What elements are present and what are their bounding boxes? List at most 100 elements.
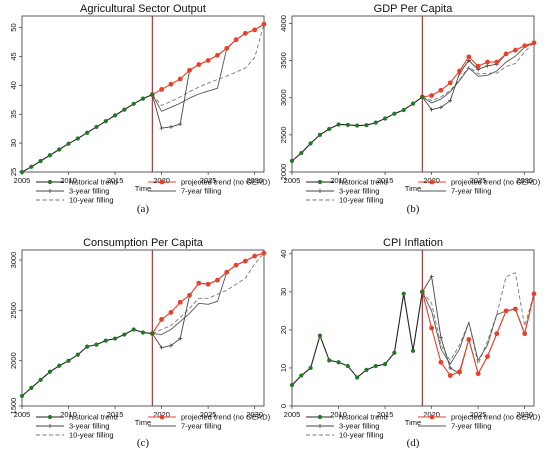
legend-label: 10-year filling	[339, 431, 384, 440]
legend-label: projected trend (no GERD)	[181, 178, 271, 187]
point-s1-5	[466, 54, 472, 60]
panel-caption: (b)	[407, 203, 420, 215]
point-s0-11	[122, 107, 127, 112]
point-s2-2	[438, 335, 443, 340]
legend-label: historical trend	[69, 413, 118, 422]
point-s0-14	[150, 92, 155, 97]
x-tick-label: 2025	[200, 410, 217, 419]
point-s0-11	[392, 350, 397, 355]
point-s1-8	[224, 269, 230, 275]
point-s0-9	[373, 120, 378, 125]
point-s0-7	[355, 375, 360, 380]
x-tick-label: 2015	[377, 176, 394, 185]
point-s0-1	[29, 385, 34, 390]
series-line	[151, 252, 265, 334]
point-s0-10	[382, 362, 388, 367]
legend-label: 7-year filling	[181, 422, 221, 431]
point-s1-4	[457, 68, 462, 74]
point-s0-4	[57, 363, 62, 368]
legend-label: projected trend (no GERD)	[181, 413, 271, 422]
point-s2-2	[168, 124, 173, 129]
y-tick-label: 2000	[9, 352, 18, 369]
legend-label: historical trend	[339, 413, 388, 422]
x-tick-label: 2025	[470, 176, 487, 185]
point-s2-3	[178, 336, 183, 341]
point-s1-7	[215, 277, 220, 283]
x-tick-label: 2030	[246, 176, 263, 185]
point-s0-8	[364, 367, 369, 372]
legend: historical trend projected trend (no GERD…	[36, 413, 271, 440]
point-s0-0	[289, 158, 295, 163]
point-s1-7	[215, 52, 220, 58]
point-s2-2	[438, 105, 443, 110]
x-axis-label: Time	[135, 418, 151, 427]
point-s1-1	[159, 317, 165, 322]
point-s0-11	[122, 332, 127, 337]
point-s1-5	[196, 62, 202, 67]
y-tick-label: 1500	[9, 398, 18, 415]
point-s1-4	[187, 67, 192, 73]
legend-label: 10-year filling	[69, 431, 114, 440]
point-s1-9	[503, 51, 509, 57]
x-tick-label: 2005	[284, 410, 301, 419]
point-s0-2	[308, 365, 313, 371]
point-s0-6	[345, 363, 350, 369]
x-tick-label: 2030	[516, 410, 533, 419]
point-s0-2	[308, 141, 313, 146]
plot-frame	[21, 249, 265, 407]
point-s2-3	[448, 365, 453, 370]
point-s1-1	[159, 86, 165, 92]
point-s0-6	[75, 352, 80, 357]
point-s1-5	[466, 337, 472, 342]
series-projected-trend-no-gerd-	[149, 21, 267, 97]
y-tick-label: 0	[279, 404, 288, 408]
y-tick-label: 30	[9, 139, 18, 147]
chart-title: Agricultural Sector Output	[80, 3, 206, 15]
point-s0-10	[112, 336, 118, 341]
x-axis-label: Time	[135, 184, 151, 193]
y-tick-label: 4000	[279, 15, 288, 32]
series-line	[151, 23, 265, 129]
point-s1-3	[177, 299, 183, 305]
point-s0-1	[299, 150, 304, 156]
point-s0-1	[299, 373, 304, 378]
point-s1-10	[512, 47, 518, 53]
point-s1-1	[429, 325, 435, 331]
point-s0-12	[131, 101, 136, 106]
series-3-year-filling	[150, 22, 266, 131]
chart-panel-1: Agricultural Sector Output 2005 2010 2015 20…	[9, 3, 271, 215]
series-10-year-filling	[422, 42, 535, 102]
series-line	[291, 291, 423, 386]
x-tick-label: 2020	[153, 410, 170, 419]
point-s0-9	[103, 338, 108, 343]
legend-label: 3-year filling	[339, 187, 379, 196]
x-tick-label: 2025	[200, 176, 217, 185]
point-s1-12	[261, 21, 267, 27]
point-s1-10	[242, 258, 248, 264]
series-10-year-filling	[421, 272, 535, 365]
point-s0-3	[317, 132, 323, 137]
y-tick-label: 50	[9, 23, 18, 31]
chart-title: CPI Inflation	[383, 237, 443, 249]
point-s0-9	[103, 119, 108, 124]
point-sL-legend-1	[429, 414, 435, 420]
x-tick-label: 2015	[377, 410, 394, 419]
point-s1-5	[196, 280, 202, 286]
chart-panel-3: Consumption Per Capita 2005 2010 2015 2020 20…	[9, 237, 271, 449]
point-s0-5	[66, 141, 71, 146]
point-s2-3	[448, 98, 453, 103]
legend-label: 10-year filling	[69, 196, 114, 205]
series-line	[422, 42, 535, 104]
point-s1-6	[475, 371, 481, 377]
point-s1-3	[447, 80, 453, 86]
y-tick-label: 35	[9, 110, 18, 118]
chart-title: Consumption Per Capita	[83, 237, 204, 249]
point-s1-11	[522, 331, 528, 337]
series-historical-trend	[19, 92, 155, 175]
point-s1-4	[187, 292, 192, 298]
point-s0-0	[289, 382, 295, 388]
y-tick-label: 25	[9, 168, 18, 176]
y-tick-label: 40	[9, 81, 18, 89]
series-line	[291, 96, 423, 162]
point-s1-10	[512, 306, 518, 312]
